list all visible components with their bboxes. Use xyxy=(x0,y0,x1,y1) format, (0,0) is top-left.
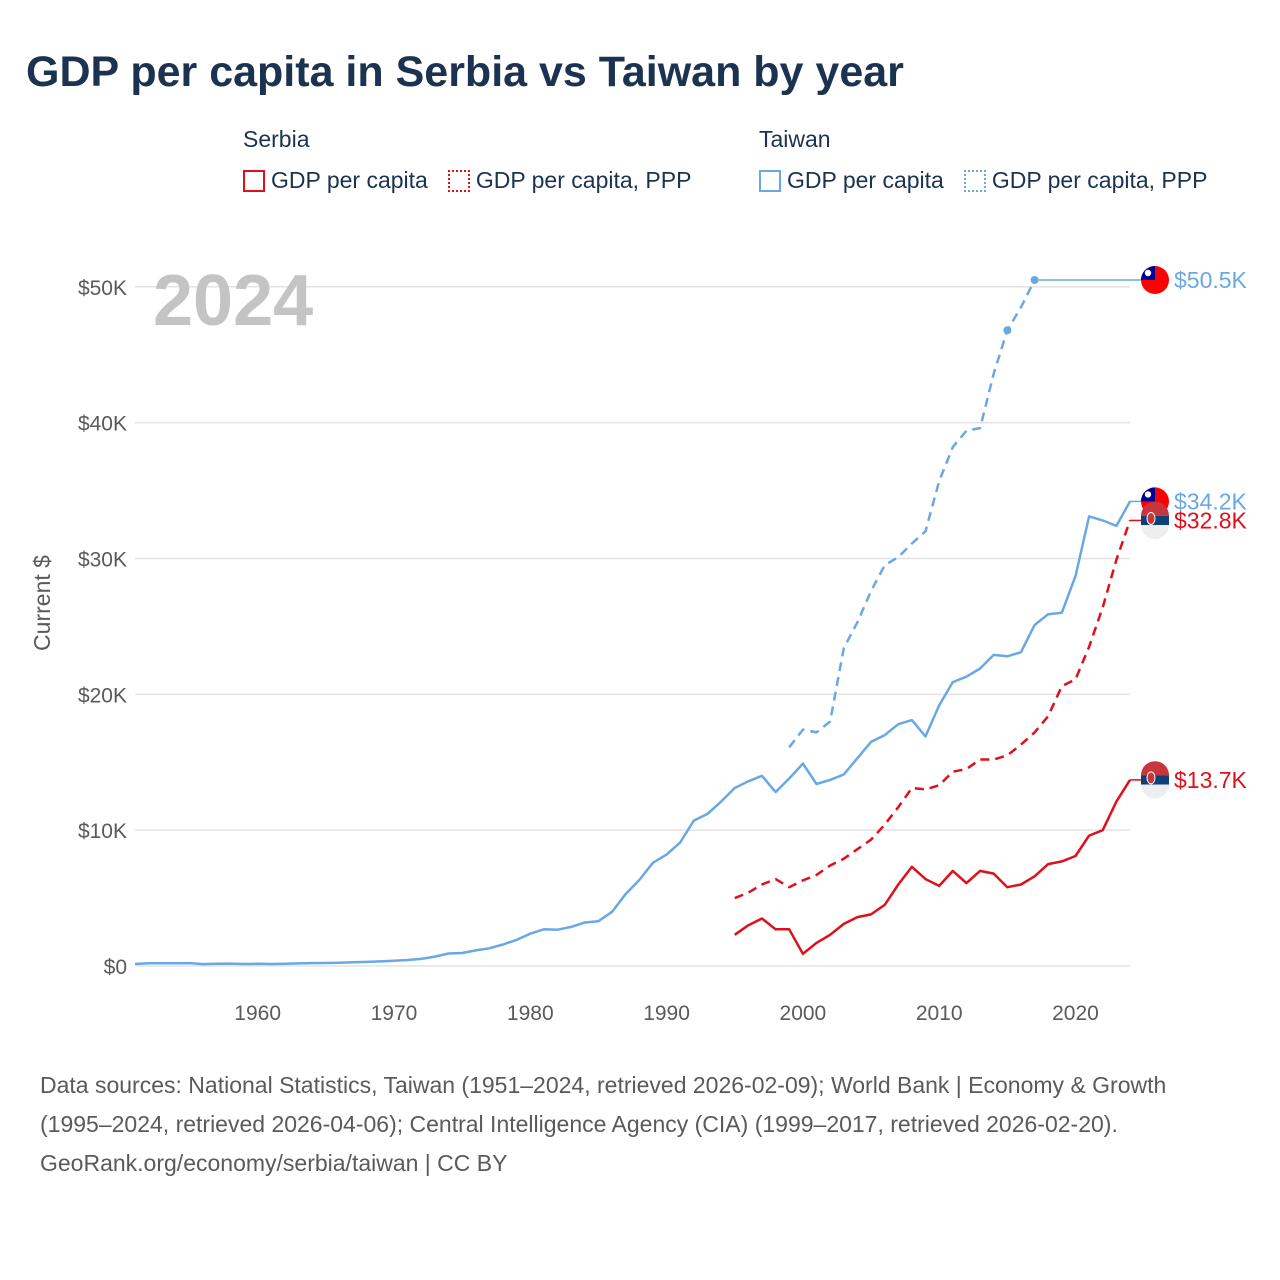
x-tick-label: 2010 xyxy=(916,1002,963,1025)
legend-serbia-ppp-label: GDP per capita, PPP xyxy=(475,167,692,193)
legend-taiwan-gdp[interactable]: GDP per capita xyxy=(759,167,944,194)
end-value-label: $13.7K xyxy=(1174,767,1248,793)
legend-swatch-taiwan-gdp xyxy=(759,169,781,192)
taiwan-flag-icon xyxy=(1141,266,1169,294)
series-line xyxy=(788,279,1036,749)
x-tick-label: 1960 xyxy=(234,1002,281,1025)
footer-credit[interactable]: GeoRank.org/economy/serbia/taiwan | CC B… xyxy=(40,1150,508,1176)
serbia-flag-icon xyxy=(1141,761,1169,799)
series-line xyxy=(134,500,1132,966)
legend-taiwan-ppp-label: GDP per capita, PPP xyxy=(991,167,1208,193)
flag-white-band xyxy=(1141,525,1169,540)
end-value-label: $32.8K xyxy=(1174,507,1248,533)
legend-serbia-gdp-label: GDP per capita xyxy=(271,167,428,193)
page-title: GDP per capita in Serbia vs Taiwan by ye… xyxy=(26,48,904,96)
flag-sun xyxy=(1144,491,1152,498)
y-tick-label: $0 xyxy=(104,956,127,979)
flag-white-band xyxy=(1141,784,1169,799)
x-tick-label: 1980 xyxy=(507,1002,554,1025)
series-line xyxy=(733,779,1132,956)
y-tick-label: $20K xyxy=(78,684,127,707)
legend-serbia-gdp[interactable]: GDP per capita xyxy=(243,167,428,194)
legend-serbia-ppp[interactable]: GDP per capita, PPP xyxy=(447,167,692,194)
flag-emblem xyxy=(1146,771,1156,785)
y-tick-label: $40K xyxy=(78,413,127,436)
legend-taiwan-gdp-label: GDP per capita xyxy=(787,167,944,193)
flag-emblem xyxy=(1146,511,1156,525)
serbia-flag-icon xyxy=(1141,501,1169,540)
end-value-label: $50.5K xyxy=(1174,267,1248,293)
x-tick-label: 2000 xyxy=(780,1002,827,1025)
line-chart: $0 $10K $20K $30K $40K $50K 1960 1970 1980 1990 20… xyxy=(29,261,1248,1025)
flag-red-band xyxy=(1141,501,1169,516)
year-watermark: 2024 xyxy=(153,261,313,341)
footer: Data sources: National Statistics, Taiwa… xyxy=(40,1066,1240,1183)
legend-taiwan-ppp[interactable]: GDP per capita, PPP xyxy=(963,167,1208,194)
y-tick-label: $30K xyxy=(78,548,127,571)
x-tick-label: 1970 xyxy=(371,1002,418,1025)
legend-swatch-serbia-ppp xyxy=(447,169,470,192)
data-point xyxy=(1003,326,1012,335)
x-tick-label: 1990 xyxy=(643,1002,690,1025)
y-axis-title: Current $ xyxy=(29,555,55,651)
legend-serbia: Serbia GDP per capita GDP per capita, PP… xyxy=(243,126,711,194)
series-line xyxy=(734,519,1132,900)
x-tick-label: 2020 xyxy=(1052,1002,1099,1025)
footer-sources: Data sources: National Statistics, Taiwa… xyxy=(40,1072,1167,1137)
legend-swatch-taiwan-ppp xyxy=(963,169,986,192)
legend-serbia-heading: Serbia xyxy=(243,126,310,152)
y-tick-label: $10K xyxy=(78,820,127,843)
legend-taiwan-heading: Taiwan xyxy=(759,126,831,152)
flag-red-band xyxy=(1141,761,1169,776)
legend-swatch-serbia-gdp xyxy=(243,169,265,192)
legend-taiwan: Taiwan GDP per capita GDP per capita, PP… xyxy=(759,126,1227,194)
flag-sun xyxy=(1144,269,1152,277)
y-tick-label: $50K xyxy=(78,277,127,300)
end-value-label: $34.2K xyxy=(1174,488,1248,514)
